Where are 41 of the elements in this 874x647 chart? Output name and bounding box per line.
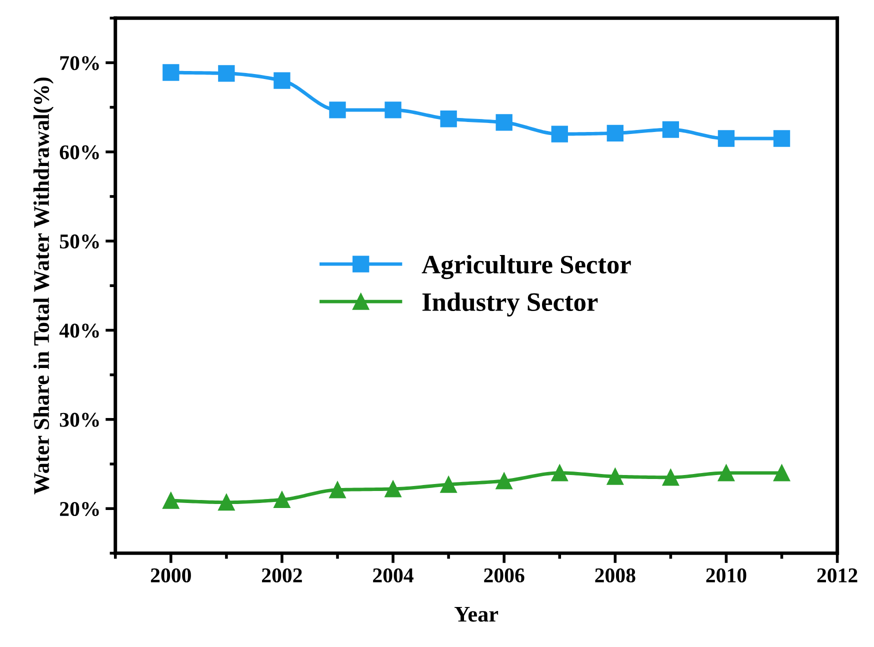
point: [329, 482, 346, 498]
point: [773, 464, 790, 482]
point: [496, 472, 512, 490]
point: [162, 64, 180, 81]
point: [218, 65, 235, 82]
x-tick-label: 2004: [373, 568, 414, 582]
x-axis-title: Year: [454, 606, 498, 622]
y-tick-label: 40%: [59, 324, 99, 338]
y-tick-label: 70%: [60, 56, 99, 70]
point: [662, 121, 680, 138]
point: [662, 469, 680, 486]
point: [551, 126, 568, 142]
point: [440, 110, 457, 128]
y-tick-label: 20%: [60, 502, 99, 516]
y-axis-title: Water Share in Total Water Withdrawal(%): [33, 78, 54, 494]
point: [606, 468, 624, 485]
legend-label: Agriculture Sector: [422, 254, 631, 280]
point: [718, 464, 735, 482]
y-tick-label: 50%: [60, 234, 99, 249]
y-tick-label: 30%: [60, 412, 99, 427]
point: [551, 464, 568, 482]
x-tick-label: 2012: [817, 568, 858, 582]
x-tick-label: 2002: [262, 568, 302, 582]
point: [329, 102, 346, 118]
point: [384, 102, 402, 118]
point: [496, 114, 512, 131]
x-tick-label: 2010: [706, 568, 746, 582]
x-tick-label: 2000: [150, 568, 191, 582]
point: [384, 480, 402, 498]
legend-label: Industry Sector: [422, 292, 598, 316]
point: [606, 124, 624, 142]
point: [162, 492, 180, 509]
point: [440, 476, 457, 493]
x-tick-label: 2006: [484, 568, 524, 582]
point: [773, 130, 790, 147]
y-tick-label: 60%: [60, 145, 99, 160]
point: [718, 130, 735, 147]
point: [218, 494, 235, 511]
x-tick-label: 2008: [595, 568, 636, 582]
point: [274, 72, 290, 89]
point: [274, 491, 290, 508]
